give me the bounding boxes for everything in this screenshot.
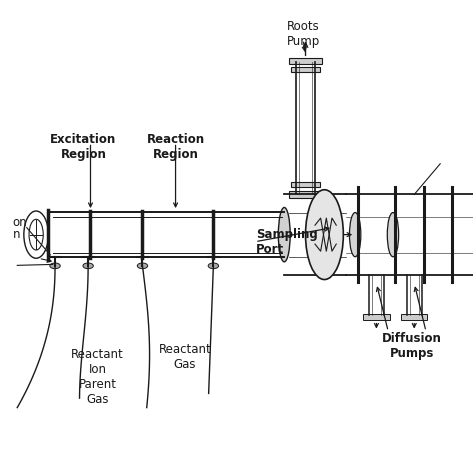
- Text: Roots
Pump: Roots Pump: [287, 19, 320, 47]
- Bar: [292, 67, 319, 72]
- Bar: [401, 314, 428, 319]
- Text: Reaction
Region: Reaction Region: [146, 133, 205, 161]
- Text: Reactant
Ion
Parent
Gas: Reactant Ion Parent Gas: [71, 348, 124, 406]
- Text: Reactant
Gas: Reactant Gas: [159, 343, 211, 371]
- Bar: [363, 314, 390, 319]
- Ellipse shape: [349, 212, 361, 257]
- Text: Sampling
Port: Sampling Port: [256, 228, 318, 256]
- Text: Diffusion
Pumps: Diffusion Pumps: [382, 331, 442, 359]
- Ellipse shape: [278, 208, 290, 262]
- Ellipse shape: [137, 263, 148, 269]
- Ellipse shape: [50, 263, 60, 269]
- Bar: [292, 182, 319, 187]
- Ellipse shape: [306, 190, 343, 280]
- Text: Excitation
Region: Excitation Region: [50, 133, 117, 161]
- Text: on: on: [12, 216, 27, 229]
- Ellipse shape: [83, 263, 93, 269]
- Bar: [289, 191, 322, 198]
- Ellipse shape: [387, 212, 399, 257]
- Bar: [289, 58, 322, 64]
- Ellipse shape: [208, 263, 219, 269]
- Text: n: n: [12, 228, 20, 241]
